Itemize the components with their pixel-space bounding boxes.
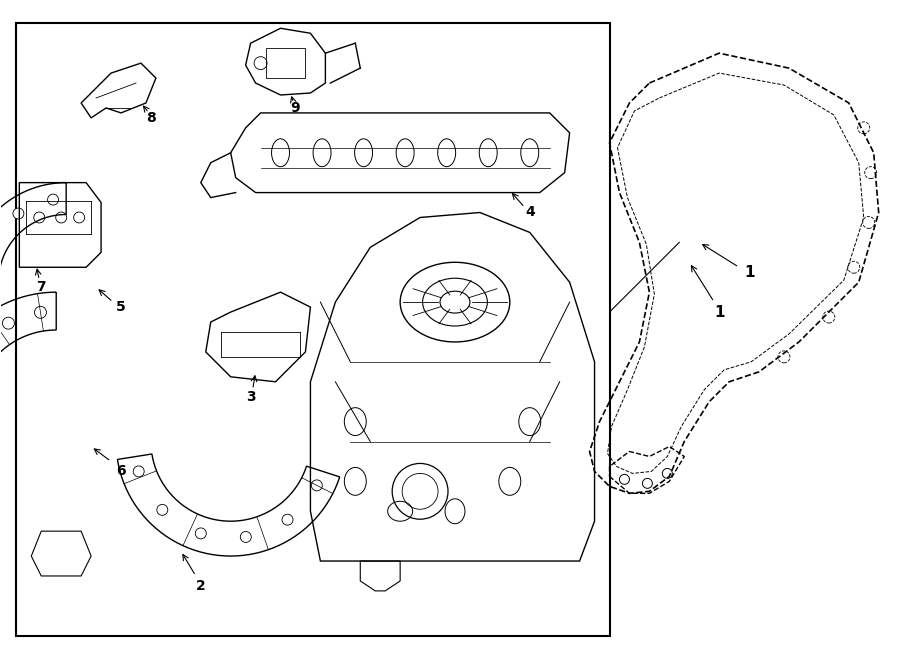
- Circle shape: [48, 194, 58, 205]
- Text: 7: 7: [37, 280, 46, 294]
- Text: 9: 9: [291, 101, 301, 115]
- Circle shape: [3, 317, 14, 329]
- Circle shape: [34, 307, 47, 318]
- Text: 2: 2: [196, 579, 205, 593]
- Circle shape: [13, 208, 24, 219]
- Text: 8: 8: [146, 111, 156, 125]
- Text: 4: 4: [525, 205, 535, 220]
- Circle shape: [195, 528, 206, 539]
- Text: 3: 3: [246, 390, 256, 404]
- Text: 1: 1: [743, 265, 754, 280]
- Circle shape: [133, 466, 144, 477]
- Text: 6: 6: [116, 465, 126, 479]
- Circle shape: [157, 504, 167, 515]
- Circle shape: [282, 514, 293, 525]
- Text: 5: 5: [116, 300, 126, 314]
- Text: 1: 1: [714, 305, 724, 320]
- Circle shape: [311, 480, 322, 491]
- Circle shape: [240, 532, 251, 542]
